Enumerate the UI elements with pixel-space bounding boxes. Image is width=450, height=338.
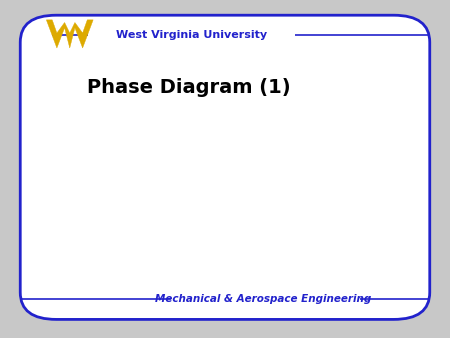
FancyBboxPatch shape bbox=[20, 15, 430, 319]
Text: West Virginia University: West Virginia University bbox=[116, 30, 267, 41]
Text: Phase Diagram (1): Phase Diagram (1) bbox=[87, 78, 291, 97]
Polygon shape bbox=[46, 20, 93, 48]
Text: Mechanical & Aerospace Engineering: Mechanical & Aerospace Engineering bbox=[155, 294, 371, 304]
